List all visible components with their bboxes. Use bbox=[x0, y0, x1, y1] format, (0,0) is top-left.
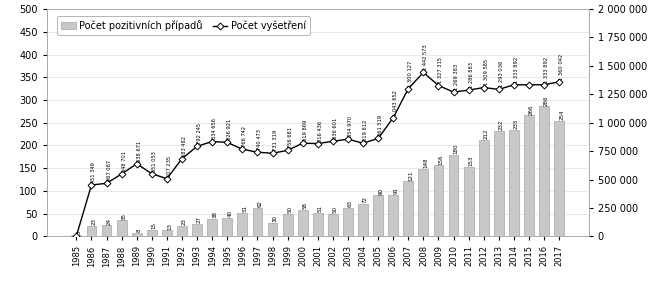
Text: 254: 254 bbox=[559, 110, 564, 120]
Text: 62: 62 bbox=[258, 201, 262, 208]
Text: 1 333 892: 1 333 892 bbox=[544, 57, 549, 83]
Text: 1 333 892: 1 333 892 bbox=[514, 57, 519, 83]
Text: 38: 38 bbox=[212, 211, 217, 218]
Bar bbox=[555, 121, 564, 236]
Text: 3: 3 bbox=[76, 231, 82, 234]
Bar bbox=[449, 155, 458, 236]
Text: 72: 72 bbox=[363, 196, 368, 203]
Text: 1 442 573: 1 442 573 bbox=[423, 45, 428, 70]
Text: 792 245: 792 245 bbox=[197, 123, 202, 144]
Text: 683 482: 683 482 bbox=[182, 136, 187, 157]
Text: 8: 8 bbox=[136, 228, 142, 232]
Bar bbox=[147, 230, 157, 236]
Bar bbox=[403, 181, 413, 236]
Text: 1 269 383: 1 269 383 bbox=[454, 64, 458, 90]
Text: 836 601: 836 601 bbox=[333, 118, 338, 139]
Bar bbox=[479, 140, 488, 236]
Bar bbox=[313, 213, 322, 236]
Text: 766 742: 766 742 bbox=[242, 126, 248, 147]
Text: 834 656: 834 656 bbox=[212, 118, 217, 139]
Text: 121: 121 bbox=[408, 170, 413, 181]
Text: 51: 51 bbox=[242, 205, 248, 212]
Bar bbox=[132, 233, 142, 236]
Text: 507 235: 507 235 bbox=[167, 156, 172, 177]
Text: 180: 180 bbox=[454, 143, 458, 154]
Text: 156: 156 bbox=[438, 154, 444, 165]
Bar bbox=[222, 218, 232, 236]
Text: 148: 148 bbox=[423, 158, 428, 168]
Text: 1 309 585: 1 309 585 bbox=[484, 59, 489, 85]
Text: 266: 266 bbox=[529, 104, 534, 115]
Text: 50: 50 bbox=[288, 206, 292, 213]
Bar bbox=[177, 226, 187, 236]
Bar bbox=[72, 235, 81, 236]
Text: 816 436: 816 436 bbox=[318, 121, 322, 142]
Text: 1 043 652: 1 043 652 bbox=[393, 90, 398, 116]
Bar bbox=[464, 167, 474, 236]
Text: 1 293 036: 1 293 036 bbox=[499, 61, 504, 87]
Text: 638 671: 638 671 bbox=[136, 141, 142, 162]
Text: 286: 286 bbox=[544, 95, 549, 106]
Bar bbox=[237, 213, 248, 236]
Text: 30: 30 bbox=[272, 215, 278, 222]
Text: 826 921: 826 921 bbox=[227, 119, 232, 140]
Text: 819 869: 819 869 bbox=[302, 120, 308, 141]
Text: 731 319: 731 319 bbox=[272, 130, 278, 151]
Bar bbox=[192, 224, 202, 236]
Bar bbox=[539, 106, 549, 236]
Text: 50: 50 bbox=[333, 206, 338, 213]
Text: 232: 232 bbox=[499, 120, 504, 130]
Bar bbox=[102, 225, 112, 236]
Text: 23: 23 bbox=[182, 218, 187, 225]
Bar bbox=[358, 204, 368, 236]
Text: 90: 90 bbox=[378, 188, 383, 195]
Text: 51: 51 bbox=[318, 205, 322, 212]
Text: 15: 15 bbox=[152, 222, 157, 229]
Text: 58: 58 bbox=[302, 202, 308, 209]
Text: 756 681: 756 681 bbox=[288, 127, 292, 148]
Text: 63: 63 bbox=[348, 200, 353, 207]
Bar bbox=[116, 221, 126, 236]
Text: 861 519: 861 519 bbox=[378, 115, 383, 136]
Text: 40: 40 bbox=[227, 211, 232, 218]
Bar bbox=[268, 223, 278, 236]
Text: 35: 35 bbox=[122, 213, 126, 220]
Text: 153: 153 bbox=[469, 156, 474, 166]
Bar bbox=[419, 169, 428, 236]
Text: 1 327 315: 1 327 315 bbox=[438, 58, 444, 84]
Bar bbox=[298, 210, 308, 236]
Text: 24: 24 bbox=[106, 218, 112, 225]
Text: 451 349: 451 349 bbox=[92, 162, 96, 183]
Bar bbox=[207, 219, 217, 236]
Legend: Počet pozitivních případů, Počet vyšetření: Počet pozitivních případů, Počet vyšetře… bbox=[57, 16, 310, 35]
Text: 1 360 042: 1 360 042 bbox=[559, 54, 564, 80]
Bar bbox=[388, 195, 398, 236]
Text: 23: 23 bbox=[92, 218, 96, 225]
Text: 548 701: 548 701 bbox=[122, 151, 126, 172]
Bar bbox=[86, 226, 96, 236]
Bar bbox=[494, 131, 504, 236]
Text: 1 286 883: 1 286 883 bbox=[469, 62, 474, 88]
Text: 13: 13 bbox=[167, 223, 172, 230]
Text: 235: 235 bbox=[514, 118, 519, 129]
Bar bbox=[328, 214, 338, 236]
Text: 467 087: 467 087 bbox=[106, 160, 112, 181]
Bar bbox=[283, 214, 292, 236]
Text: 91: 91 bbox=[393, 187, 398, 194]
Text: 27: 27 bbox=[197, 216, 202, 223]
Bar bbox=[434, 165, 444, 236]
Bar bbox=[252, 208, 262, 236]
Bar bbox=[373, 195, 383, 236]
Bar bbox=[343, 208, 353, 236]
Bar bbox=[524, 115, 534, 236]
Text: 1 300 127: 1 300 127 bbox=[408, 60, 413, 87]
Text: 551 053: 551 053 bbox=[152, 151, 157, 172]
Text: 854 970: 854 970 bbox=[348, 116, 353, 137]
Bar bbox=[162, 230, 172, 236]
Text: 212: 212 bbox=[484, 129, 489, 139]
Bar bbox=[509, 130, 519, 236]
Text: 740 473: 740 473 bbox=[258, 129, 262, 150]
Text: 819 812: 819 812 bbox=[363, 120, 368, 141]
